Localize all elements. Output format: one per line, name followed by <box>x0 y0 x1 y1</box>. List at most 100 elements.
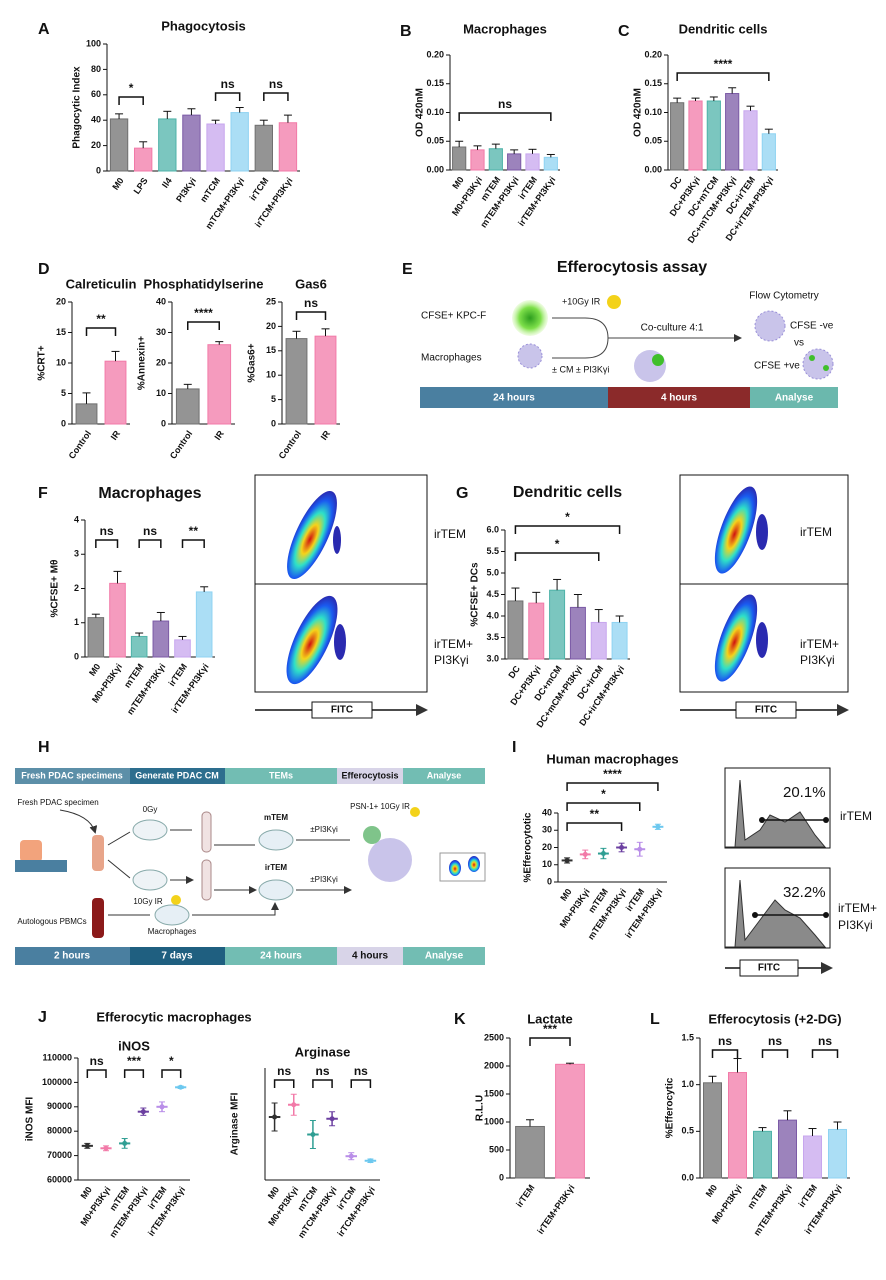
specimen-tube <box>92 835 104 871</box>
mean-point <box>272 1114 278 1120</box>
x-tick-label: M0 <box>87 662 102 678</box>
panel-letter: K <box>454 1011 466 1028</box>
significance-label: ** <box>189 524 199 538</box>
significance-bracket <box>187 321 220 330</box>
y-tick-label: 60 <box>91 89 101 99</box>
flow-label: PI3Kγi <box>800 653 835 667</box>
mean-point <box>122 1140 128 1146</box>
x-tick-label: M0 <box>704 1183 719 1199</box>
y-tick-label: 2 <box>74 583 79 593</box>
mean-point <box>178 1084 184 1090</box>
label: ±PI3Kγi <box>310 825 338 834</box>
x-tick-label: M0 <box>558 887 573 903</box>
bar <box>515 1125 545 1179</box>
x-tick-label: mTEM <box>745 1183 769 1211</box>
y-tick-label: 0.05 <box>644 136 662 146</box>
significance-label: * <box>565 510 570 524</box>
mean-point <box>103 1145 109 1151</box>
radiation-icon <box>171 895 181 905</box>
y-tick-label: 40 <box>156 296 166 306</box>
coculture-cell <box>634 350 666 382</box>
significance-bracket <box>263 92 289 101</box>
y-tick-label: 90000 <box>47 1101 72 1111</box>
bar <box>230 112 249 172</box>
timeline-label: 4 hours <box>661 393 698 404</box>
timeline-segment <box>420 387 608 408</box>
x-tick-label: M0 <box>110 176 125 192</box>
bar <box>109 118 129 172</box>
y-tick-label: 0.20 <box>426 49 444 59</box>
label: CFSE +ve <box>754 361 800 372</box>
significance-bracket <box>350 1079 372 1088</box>
group-title: Efferocytic macrophages <box>96 1009 251 1024</box>
y-tick-label: 0 <box>74 651 79 661</box>
y-tick-label: 20 <box>266 321 276 331</box>
y-tick-label: 80 <box>91 64 101 74</box>
y-tick-label: 15 <box>56 327 66 337</box>
significance-label: ns <box>143 524 157 538</box>
significance-label: * <box>601 787 606 801</box>
axis-box <box>735 701 797 719</box>
bar <box>278 122 298 172</box>
y-axis-label: OD 420nM <box>633 88 644 137</box>
patient <box>20 840 42 862</box>
density <box>287 490 337 580</box>
header-label: TEMs <box>269 770 293 780</box>
x-tick-label: LPS <box>132 176 150 196</box>
chart-title: Human macrophages <box>546 751 678 766</box>
label: ± CM ± PI3Kγi <box>552 364 609 374</box>
bar <box>254 124 273 172</box>
flow-plots: irTEM irTEM+ PI3Kγi FITC irTEM irTEM+ PI… <box>254 474 849 719</box>
label: Macrophages <box>148 927 196 936</box>
significance-label: * <box>129 81 134 95</box>
timeline-label: 2 hours <box>54 951 91 962</box>
label: PSN-1+ 10Gy IR <box>350 802 410 811</box>
tumor-cell <box>512 300 548 336</box>
dot <box>823 365 829 371</box>
bar <box>670 102 685 171</box>
mean-point <box>367 1158 373 1164</box>
radiation-icon <box>410 807 420 817</box>
mean-point <box>84 1143 90 1149</box>
timeline-segment <box>15 947 130 965</box>
timeline-segment <box>225 947 337 965</box>
workflow-diagram: Fresh PDAC specimens Generate PDAC CM TE… <box>15 768 486 965</box>
bar <box>706 100 721 171</box>
y-axis-label: %Efferocytic <box>665 1077 676 1138</box>
bar <box>555 1063 585 1179</box>
x-tick-label: mTCM <box>198 176 222 204</box>
chart-title: Macrophages <box>98 485 201 502</box>
bar <box>688 100 703 171</box>
y-axis-label: %CRT+ <box>37 345 48 380</box>
flow-label: PI3Kγi <box>434 653 469 667</box>
bar <box>130 635 148 658</box>
header-label: Efferocytosis <box>341 770 398 780</box>
y-tick-label: 20 <box>156 357 166 367</box>
y-tick-label: 20 <box>91 140 101 150</box>
axis-label: FITC <box>331 705 353 716</box>
y-tick-label: 5 <box>271 394 276 404</box>
percent-label: 20.1% <box>783 784 826 801</box>
y-tick-label: 10 <box>266 370 276 380</box>
label: irTEM <box>265 863 288 872</box>
y-axis-label: Arginase MFI <box>230 1092 241 1155</box>
y-tick-label: 1.0 <box>681 1079 694 1089</box>
y-tick-label: 0.15 <box>644 78 662 88</box>
mean-point <box>655 824 661 830</box>
significance-label: ns <box>818 1034 832 1048</box>
y-tick-label: 0.05 <box>426 136 444 146</box>
percent-label: 32.2% <box>783 884 826 901</box>
mean-point <box>637 846 643 852</box>
significance-bracket <box>566 822 623 831</box>
bar <box>175 388 200 425</box>
gate-end <box>759 817 765 823</box>
radiation-icon <box>607 295 621 309</box>
significance-bracket <box>85 327 117 336</box>
significance-label: ns <box>498 97 512 111</box>
y-tick-label: 5 <box>61 388 66 398</box>
hist-box <box>724 767 831 849</box>
label: 10Gy IR <box>133 897 163 906</box>
chart-title: Phosphatidylserine <box>144 276 264 291</box>
density <box>334 624 346 660</box>
y-tick-label: 30 <box>156 327 166 337</box>
